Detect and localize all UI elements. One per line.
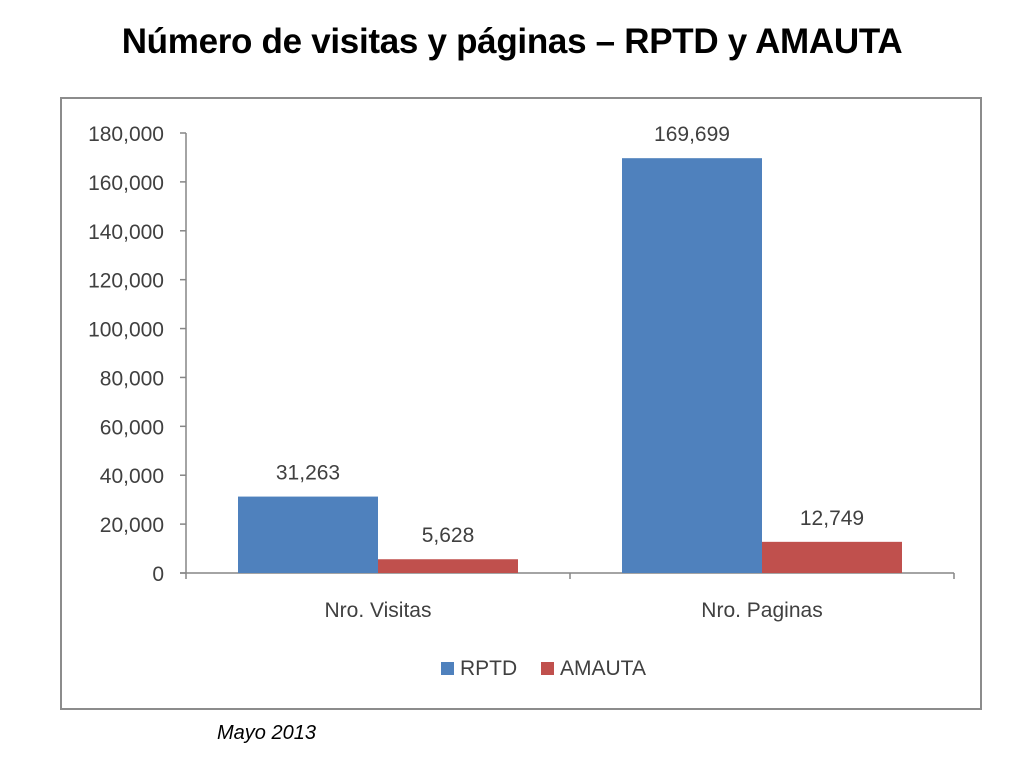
data-label: 169,699	[654, 123, 730, 146]
x-category-label: Nro. Paginas	[701, 599, 822, 622]
y-tick-label: 20,000	[100, 514, 164, 537]
y-tick-label: 120,000	[88, 270, 164, 293]
y-tick-label: 100,000	[88, 319, 164, 342]
y-tick-label: 80,000	[100, 367, 164, 390]
chart-data-labels: 31,263 5,628 169,699 12,749	[276, 123, 864, 547]
page-title: Número de visitas y páginas – RPTD y AMA…	[121, 22, 903, 61]
y-tick-label: 160,000	[88, 172, 164, 195]
legend-swatch-amauta	[541, 662, 554, 675]
bar-rptd-0	[238, 496, 378, 573]
y-tick-label: 140,000	[88, 221, 164, 244]
chart-bars	[238, 158, 902, 573]
y-tick-label: 60,000	[100, 416, 164, 439]
y-tick-label: 40,000	[100, 465, 164, 488]
legend-label: AMAUTA	[560, 657, 646, 680]
chart-axes: 0 20,000 40,000 60,000 80,000 100,000 120,000 1…	[88, 123, 955, 622]
footnote-date: Mayo 2013	[217, 722, 316, 744]
data-label: 31,263	[276, 462, 340, 485]
y-tick-label: 180,000	[88, 123, 164, 146]
x-category-label: Nro. Visitas	[325, 599, 432, 622]
legend-swatch-rptd	[441, 662, 454, 675]
data-label: 12,749	[800, 507, 864, 530]
bar-rptd-1	[622, 158, 762, 573]
chart-legend: RPTD AMAUTA	[441, 657, 646, 680]
y-tick-label: 0	[152, 563, 164, 586]
bar-amauta-1	[762, 541, 902, 573]
bar-chart: 0 20,000 40,000 60,000 80,000 100,000 120,000 1…	[88, 123, 955, 680]
bar-amauta-0	[378, 559, 518, 573]
chart-area: 0 20,000 40,000 60,000 80,000 100,000 120,000 1…	[60, 97, 982, 710]
data-label: 5,628	[422, 524, 475, 547]
legend-label: RPTD	[460, 657, 517, 680]
